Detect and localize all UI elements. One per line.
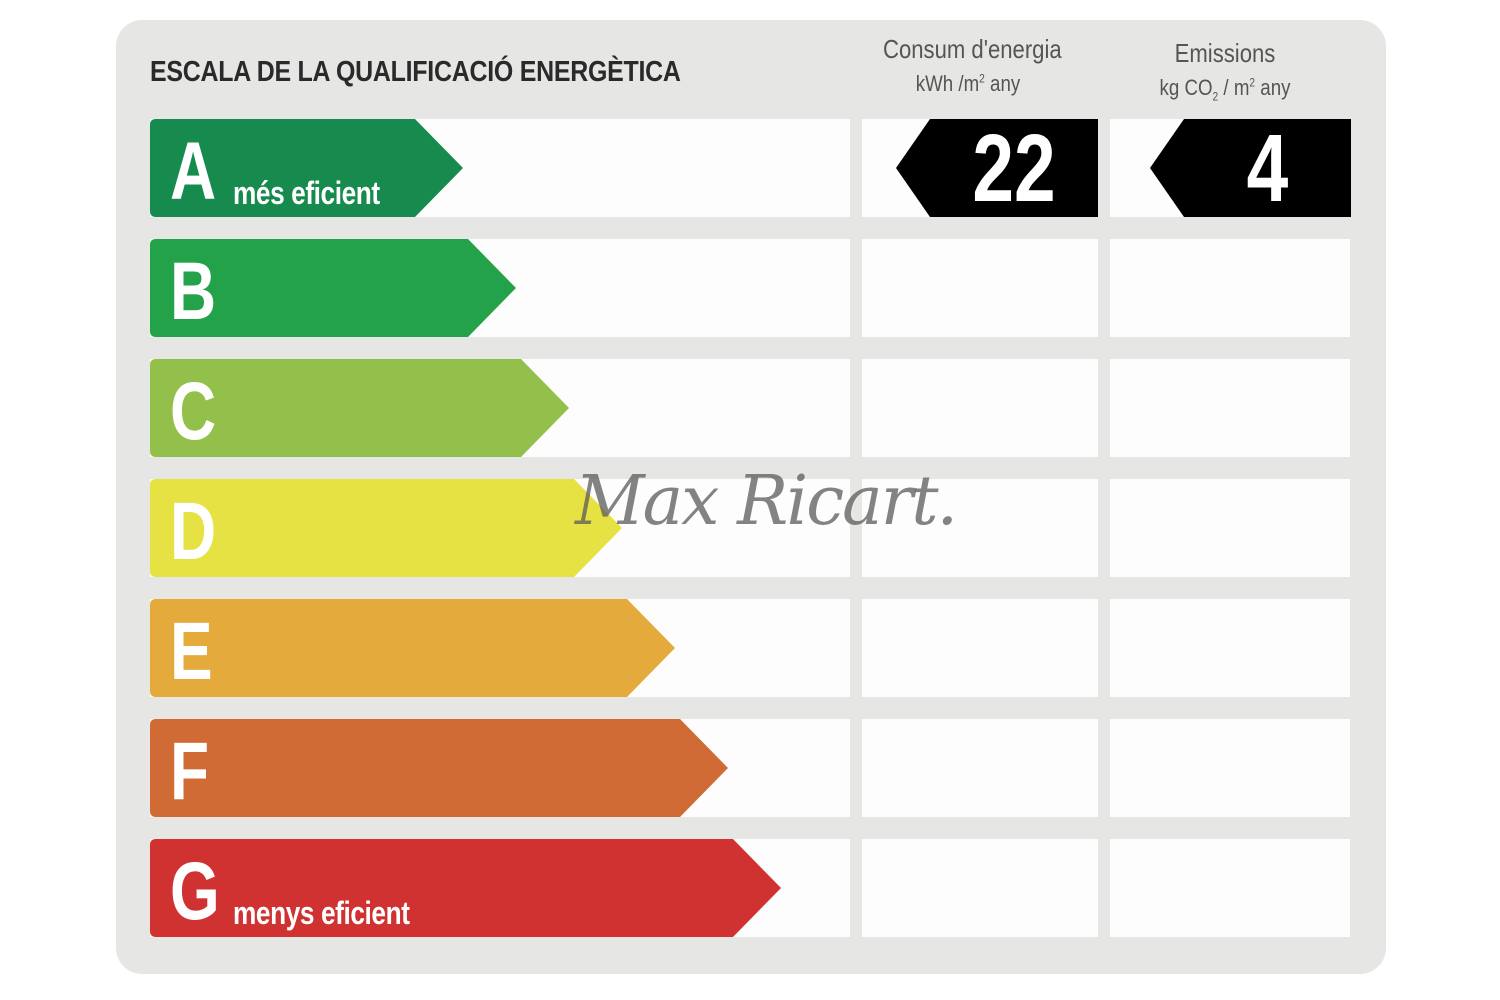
scale-letter-g: G (170, 846, 220, 937)
consumption-unit: kWh /m2 any (915, 71, 1021, 96)
consumption-value: 22 (972, 115, 1056, 222)
scale-letter-c: C (170, 366, 217, 457)
consumption-cell-f (862, 719, 1098, 817)
emissions-cell-d (1110, 479, 1350, 577)
emissions-cell-e (1110, 599, 1350, 697)
scale-letter-d: D (170, 486, 217, 577)
scale-title: ESCALA DE LA QUALIFICACIÓ ENERGÈTICA (150, 56, 681, 88)
scale-row-e-track (150, 599, 850, 697)
emissions-value: 4 (1246, 115, 1289, 222)
emissions-cell-b (1110, 239, 1350, 337)
consumption-cell-d (862, 479, 1098, 577)
scale-letter-b: B (170, 246, 217, 337)
consumption-cell-b (862, 239, 1098, 337)
emissions-unit: kg CO2 / m2 any (1159, 75, 1291, 104)
consumption-heading: Consum d'energia (883, 34, 1062, 64)
scale-sublabel-g: menys eficient (233, 895, 410, 931)
scale-letter-f: F (170, 726, 210, 817)
watermark: Max Ricart. (575, 462, 958, 541)
emissions-cell-f (1110, 719, 1350, 817)
scale-row-c-track (150, 359, 850, 457)
consumption-cell-e (862, 599, 1098, 697)
scale-letter-e: E (170, 606, 213, 697)
emissions-column-header: Emissions kg CO2 / m2 any (1120, 38, 1330, 103)
emissions-heading: Emissions (1174, 38, 1276, 68)
consumption-cell-g (862, 839, 1098, 937)
scale-row-b-track (150, 239, 850, 337)
scale-letter-a: A (170, 126, 217, 217)
scale-row-f-track (150, 719, 850, 817)
emissions-cell-g (1110, 839, 1350, 937)
scale-sublabel-a: més eficient (233, 175, 380, 211)
emissions-cell-c (1110, 359, 1350, 457)
consumption-column-header: Consum d'energia kWh /m2 any (868, 34, 1068, 97)
consumption-cell-c (862, 359, 1098, 457)
